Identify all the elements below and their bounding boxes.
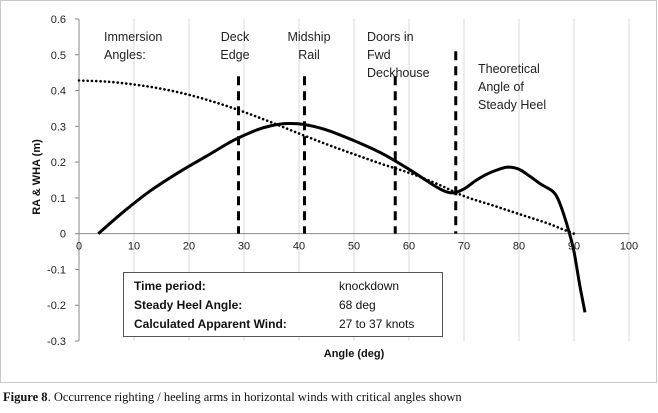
deck-edge-annotation: Deck Edge bbox=[220, 30, 250, 62]
x-tick-label: 40 bbox=[293, 241, 305, 253]
immersion-label-line2: Angles: bbox=[104, 48, 146, 62]
x-tick-label: 50 bbox=[348, 241, 360, 253]
x-tick-label: 90 bbox=[568, 241, 580, 253]
doors-label-line3: Deckhouse bbox=[367, 66, 430, 80]
theoretical-label-line3: Steady Heel bbox=[478, 98, 546, 112]
y-tick-label: 0.3 bbox=[51, 121, 66, 133]
critical-angle-lines bbox=[237, 51, 458, 234]
y-tick-label: -0.2 bbox=[47, 300, 66, 312]
deck-edge-label-line1: Deck bbox=[221, 30, 250, 44]
immersion-label-line1: Immersion bbox=[104, 30, 162, 44]
x-tick-label: 0 bbox=[76, 241, 82, 253]
x-tick-label: 60 bbox=[403, 241, 415, 253]
time-period-value: knockdown bbox=[339, 279, 400, 293]
x-tick-label: 30 bbox=[238, 241, 250, 253]
theoretical-label-line2: Angle of bbox=[478, 80, 524, 94]
apparent-wind-label: Calculated Apparent Wind: bbox=[134, 317, 287, 331]
doors-label-line2: Fwd bbox=[367, 48, 391, 62]
heeling-arm-curve-dotted bbox=[77, 79, 576, 235]
steady-heel-label: Steady Heel Angle: bbox=[134, 298, 243, 312]
x-tick-label: 100 bbox=[620, 241, 638, 253]
immersion-annotation: Immersion Angles: bbox=[104, 30, 162, 62]
caption-text: . Occurrence righting / heeling arms in … bbox=[47, 390, 462, 404]
doors-annotation: Doors in Fwd Deckhouse bbox=[367, 30, 430, 80]
midship-rail-label-line2: Rail bbox=[298, 48, 320, 62]
figure-caption: Figure 8. Occurrence righting / heeling … bbox=[3, 390, 462, 405]
y-tick-label: -0.1 bbox=[47, 264, 66, 276]
x-tick-label: 20 bbox=[183, 241, 195, 253]
theoretical-label-line1: Theoretical bbox=[478, 62, 540, 76]
apparent-wind-value: 27 to 37 knots bbox=[339, 317, 415, 331]
tick-labels: 0 10 20 30 40 50 60 70 80 90 100 -0.3 -0.2 -0.1 0 0.1 0.… bbox=[47, 14, 638, 348]
data-series bbox=[77, 79, 587, 313]
theoretical-heel-annotation: Theoretical Angle of Steady Heel bbox=[478, 62, 546, 112]
x-axis-title: Angle (deg) bbox=[324, 348, 385, 360]
y-tick-label: 0.2 bbox=[51, 157, 66, 169]
y-tick-label: 0.5 bbox=[51, 50, 66, 62]
y-axis-title: RA & WHA (m) bbox=[31, 139, 43, 215]
x-tick-label: 10 bbox=[128, 241, 140, 253]
x-tick-label: 70 bbox=[458, 241, 470, 253]
steady-heel-value: 68 deg bbox=[339, 298, 376, 312]
y-tick-label: -0.3 bbox=[47, 336, 66, 348]
time-period-label: Time period: bbox=[134, 279, 206, 293]
info-box: Time period: knockdown Steady Heel Angle… bbox=[123, 272, 443, 337]
y-tick-label: 0.1 bbox=[51, 193, 66, 205]
y-tick-label: 0 bbox=[60, 229, 66, 241]
x-tick-label: 80 bbox=[513, 241, 525, 253]
y-tick-label: 0.6 bbox=[51, 14, 66, 26]
midship-rail-label-line1: Midship bbox=[287, 30, 330, 44]
axes bbox=[75, 18, 629, 342]
doors-label-line1: Doors in bbox=[367, 30, 414, 44]
righting-arm-curve-solid bbox=[97, 121, 587, 313]
caption-label: Figure 8 bbox=[3, 390, 48, 404]
deck-edge-label-line2: Edge bbox=[220, 48, 249, 62]
midship-rail-annotation: Midship Rail bbox=[287, 30, 330, 62]
y-tick-label: 0.4 bbox=[51, 86, 66, 98]
